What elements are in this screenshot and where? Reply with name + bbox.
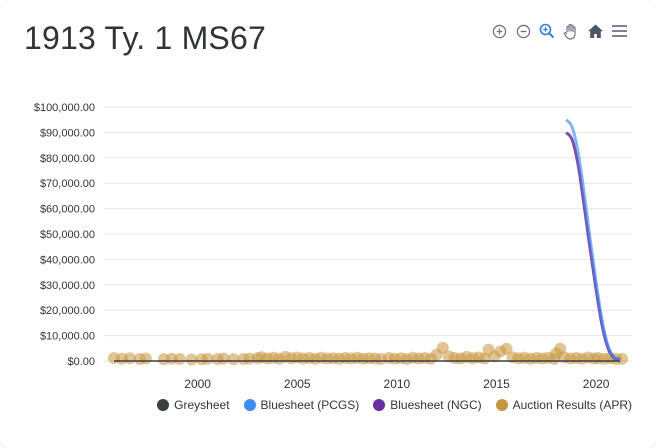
zoom-out-icon[interactable] [514,22,532,40]
home-reset-icon[interactable] [586,22,604,40]
chart-toolbar [490,22,628,40]
auction-point [173,352,186,365]
auction-point [139,352,152,365]
y-tick-label: $40,000.00 [40,254,95,266]
y-tick-label: $50,000.00 [40,229,95,241]
y-tick-label: $10,000.00 [40,331,95,343]
x-tick-label: 2010 [384,377,411,391]
auction-point [185,353,198,366]
legend-label-bluesheet-ngc: Bluesheet (NGC) [390,398,482,412]
y-tick-label: $60,000.00 [40,204,95,216]
x-tick-label: 2005 [284,377,311,391]
legend-marker-bluesheet-pcgs [243,399,256,411]
auction-point [500,342,513,355]
y-tick-label: $20,000.00 [40,305,95,317]
x-tick-label: 2015 [483,377,510,391]
legend-label-greysheet: Greysheet [174,398,230,412]
legend-marker-greysheet [157,399,170,411]
y-tick-label: $90,000.00 [40,127,95,139]
menu-icon[interactable] [610,22,628,40]
bluesheet-pcgs-line [565,118,621,361]
auction-point [436,341,449,354]
legend-marker-bluesheet-ngc [373,399,386,411]
zoom-selection-icon[interactable] [538,22,556,40]
pan-hand-icon[interactable] [562,22,580,40]
legend-marker-auction-results [495,399,508,411]
auction-point [227,353,240,366]
bluesheet-ngc-line [565,131,621,361]
y-tick-label: $30,000.00 [40,280,95,292]
legend-item-auction-results[interactable]: Auction Results (APR) [495,398,632,412]
chart-legend: Greysheet Bluesheet (PCGS) Bluesheet (NG… [0,398,632,412]
legend-item-bluesheet-ngc[interactable]: Bluesheet (NGC) [373,398,482,412]
x-tick-label: 2020 [583,377,610,391]
chart-title: 1913 Ty. 1 MS67 [24,20,266,56]
y-tick-label: $100,000.00 [34,102,95,114]
zoom-in-icon[interactable] [490,22,508,40]
legend-item-bluesheet-pcgs[interactable]: Bluesheet (PCGS) [243,398,360,412]
legend-label-bluesheet-pcgs: Bluesheet (PCGS) [260,398,360,412]
y-tick-label: $80,000.00 [40,153,95,165]
x-tick-label: 2000 [184,377,211,391]
legend-label-auction-results: Auction Results (APR) [512,398,632,412]
y-tick-label: $70,000.00 [40,178,95,190]
legend-item-greysheet[interactable]: Greysheet [157,398,230,412]
y-tick-label: $0.00 [67,356,95,368]
